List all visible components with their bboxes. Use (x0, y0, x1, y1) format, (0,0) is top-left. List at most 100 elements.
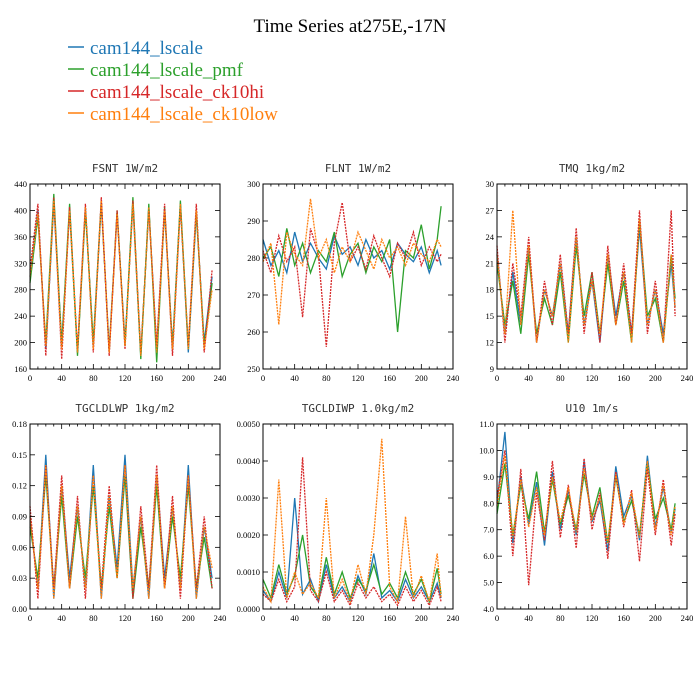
panel-grid: FSNT 1W/m20 40 80 120 160 200 2401602002402803… (12, 162, 693, 623)
series-line (262, 457, 442, 607)
series-line (262, 206, 442, 333)
x-tick-label: 40 (290, 613, 299, 623)
y-tick-label: 24 (486, 232, 495, 242)
series-line (262, 534, 442, 604)
series-line (262, 231, 442, 276)
panel-title: TGCLDLWP 1kg/m2 (75, 402, 174, 415)
x-tick-label: 200 (415, 613, 428, 623)
y-tick-label: 0.15 (12, 450, 27, 460)
y-tick-label: 7.0 (483, 525, 494, 535)
y-tick-label: 5.0 (483, 578, 494, 588)
x-tick-label: 160 (150, 373, 163, 383)
y-tick-label: 0.0050 (237, 419, 260, 429)
panel-title: TMQ 1kg/m2 (559, 162, 625, 175)
legend-item-cam144-lscale-ck10hi: cam144_lscale_ck10hi (68, 82, 264, 103)
y-tick-label: 9.0 (483, 472, 494, 482)
series-line (496, 210, 676, 343)
x-tick-label: 40 (524, 373, 533, 383)
chart-panel: FLNT 1W/m2 0 40 80 120 160 200 240 250 260 270 280 2… (247, 162, 459, 383)
series-line (29, 465, 213, 599)
y-tick-label: 4.0 (483, 604, 494, 614)
y-tick-label: 0.0020 (237, 530, 260, 540)
x-tick-label: 80 (89, 373, 98, 383)
x-tick-label: 40 (524, 613, 533, 623)
y-tick-label: 6.0 (483, 551, 494, 561)
x-tick-label: 40 (57, 373, 66, 383)
x-tick-label: 160 (383, 613, 396, 623)
y-tick-label: 290 (247, 216, 260, 226)
x-tick-label: 200 (182, 373, 195, 383)
y-tick-label: 9 (490, 364, 494, 374)
legend-item-cam144-lscale-ck10low: cam144_lscale_ck10low (68, 104, 278, 125)
chart-panel: U10 1m/s 0 40 80 120 160 200 240 4.0 5.0 6.0 7.0 8.0… (479, 402, 693, 623)
panel-title: U10 1m/s (566, 402, 619, 415)
y-tick-label: 18 (486, 285, 495, 295)
x-tick-label: 0 (495, 373, 499, 383)
x-tick-label: 200 (415, 373, 428, 383)
x-tick-label: 160 (150, 613, 163, 623)
y-tick-label: 0.0000 (237, 604, 260, 614)
x-tick-label: 0 (495, 613, 499, 623)
y-tick-label: 400 (14, 205, 27, 215)
y-tick-label: 260 (247, 327, 260, 337)
x-tick-label: 80 (556, 613, 565, 623)
legend-item-cam144-lscale-pmf: cam144_lscale_pmf (68, 60, 244, 81)
chart-panel: TMQ 1kg/m2 0 40 80 120 160 200 240 9 12 15 18 21 24 27… (486, 162, 694, 383)
y-tick-label: 280 (14, 285, 27, 295)
y-tick-label: 250 (247, 364, 260, 374)
x-tick-label: 240 (447, 373, 460, 383)
plot-frame (262, 183, 454, 370)
series-line (262, 198, 442, 325)
y-tick-label: 27 (486, 205, 495, 215)
legend-label: cam144_lscale_ck10low (90, 104, 278, 125)
x-tick-label: 240 (681, 613, 694, 623)
legend-label: cam144_lscale_ck10hi (90, 82, 264, 103)
x-tick-label: 120 (352, 373, 365, 383)
x-tick-label: 40 (290, 373, 299, 383)
x-tick-label: 160 (383, 373, 396, 383)
series-line (29, 475, 213, 599)
y-tick-label: 21 (486, 258, 495, 268)
y-tick-label: 270 (247, 290, 260, 300)
figure-title: Time Series at275E,-17N (254, 16, 447, 37)
series-line (496, 455, 676, 544)
y-tick-label: 320 (14, 258, 27, 268)
plot-frame (262, 423, 454, 610)
x-tick-label: 0 (28, 613, 32, 623)
x-tick-label: 80 (556, 373, 565, 383)
legend-label: cam144_lscale (90, 38, 203, 59)
x-tick-label: 240 (447, 613, 460, 623)
x-tick-label: 240 (214, 613, 227, 623)
x-tick-label: 200 (182, 613, 195, 623)
panel-title: FLNT 1W/m2 (325, 162, 391, 175)
y-tick-label: 0.09 (12, 512, 27, 522)
x-tick-label: 0 (261, 373, 265, 383)
x-tick-label: 240 (681, 373, 694, 383)
series-line (262, 202, 442, 347)
y-tick-label: 0.0010 (237, 567, 260, 577)
y-tick-label: 0.06 (12, 542, 27, 552)
x-tick-label: 40 (57, 613, 66, 623)
legend-label: cam144_lscale_pmf (90, 60, 244, 81)
y-tick-label: 0.0040 (237, 456, 260, 466)
y-tick-label: 0.03 (12, 573, 27, 583)
x-tick-label: 120 (586, 613, 599, 623)
y-tick-label: 280 (247, 253, 260, 263)
legend-item-cam144-lscale: cam144_lscale (68, 38, 203, 59)
chart-panel: FSNT 1W/m2 0 40 80 120 160 200 240 160 200 240 280 3… (14, 162, 226, 383)
x-tick-label: 200 (649, 613, 662, 623)
y-tick-label: 200 (14, 338, 27, 348)
y-tick-label: 8.0 (483, 498, 494, 508)
panel-title: TGCLDIWP 1.0kg/m2 (302, 402, 415, 415)
x-tick-label: 120 (586, 373, 599, 383)
series-line (496, 450, 676, 586)
x-tick-label: 80 (89, 613, 98, 623)
y-tick-label: 240 (14, 311, 27, 321)
series-line (29, 200, 213, 356)
x-tick-label: 200 (649, 373, 662, 383)
y-tick-label: 10.0 (479, 445, 494, 455)
x-tick-label: 80 (322, 613, 331, 623)
x-tick-label: 240 (214, 373, 227, 383)
y-tick-label: 11.0 (479, 419, 494, 429)
